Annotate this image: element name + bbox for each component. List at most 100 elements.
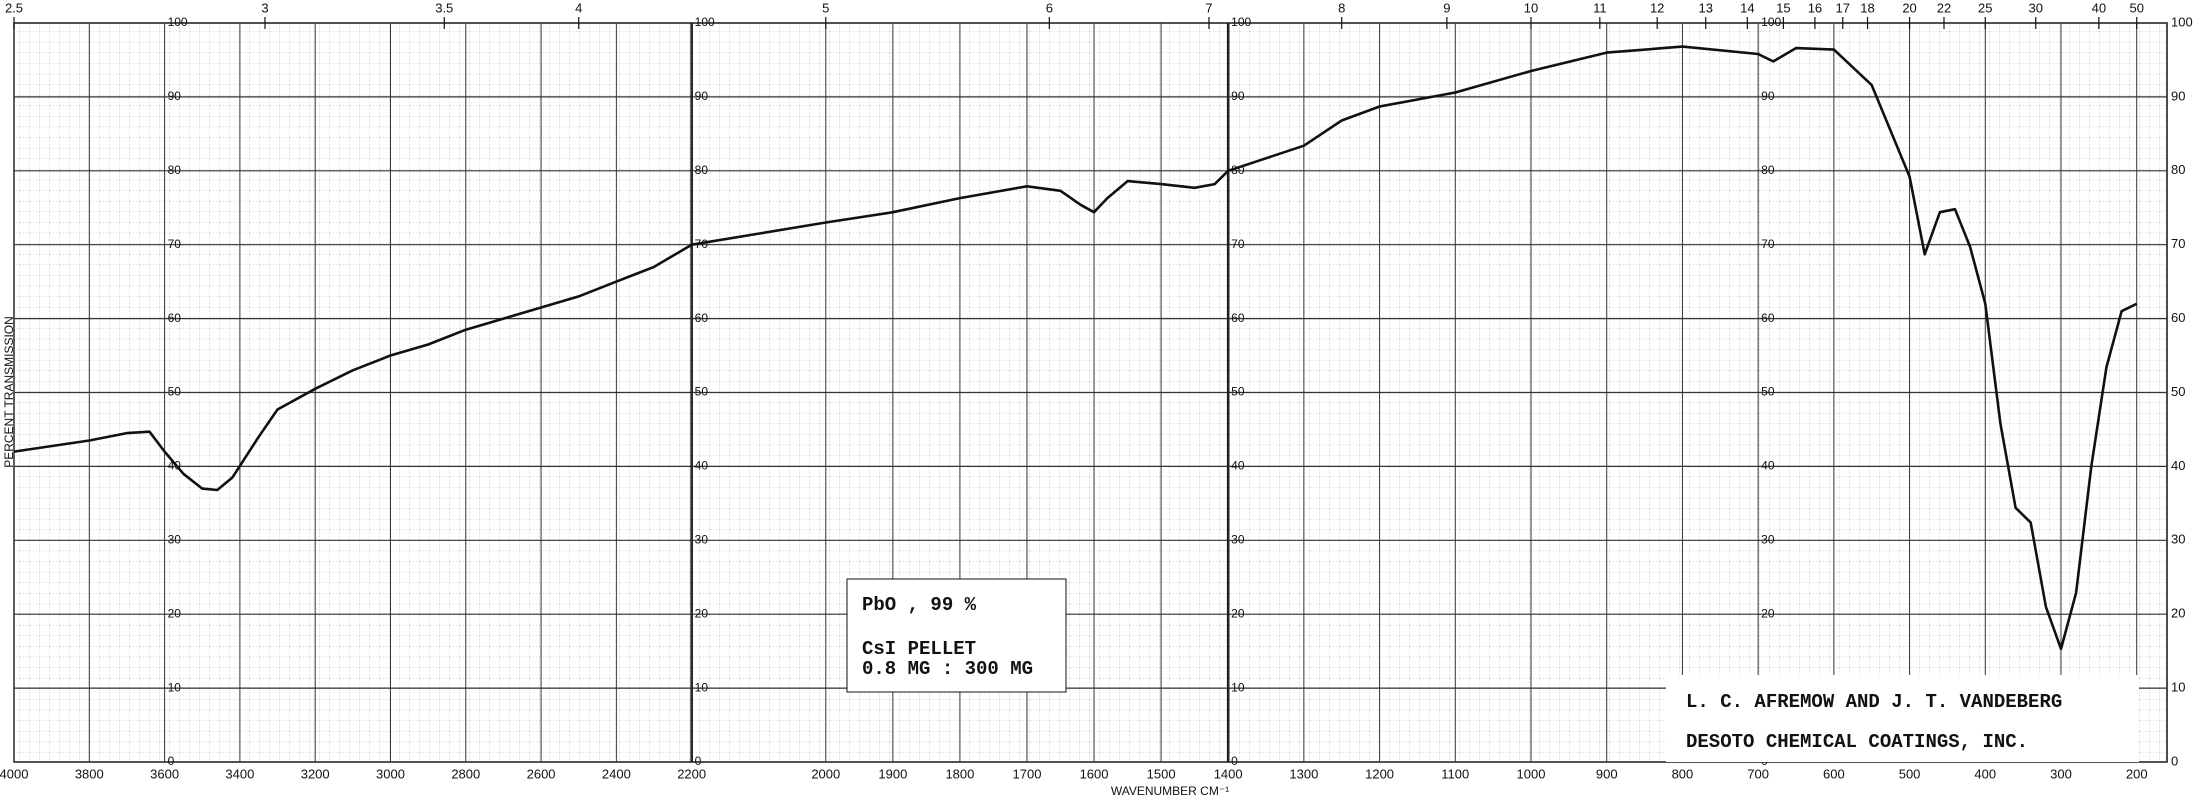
x2-tick-label: 9 — [1443, 0, 1450, 15]
y-tick-label: 90 — [695, 89, 709, 103]
x-tick-label: 1100 — [1441, 766, 1469, 781]
y-tick-label: 10 — [1231, 680, 1245, 694]
y-tick-label: 50 — [2171, 384, 2185, 399]
x-tick-label: 1300 — [1289, 766, 1318, 781]
x-tick-label: 1000 — [1517, 766, 1546, 781]
x2-tick-label: 22 — [1937, 0, 1951, 15]
x-tick-label: 3800 — [75, 766, 104, 781]
y-tick-label: 70 — [1761, 237, 1775, 251]
x2-tick-label: 14 — [1740, 0, 1754, 15]
spectrum-line — [13, 45, 2138, 651]
x-axis-label: WAVENUMBER CM⁻¹ — [1111, 784, 1229, 798]
credit-box-frame — [1666, 675, 2139, 762]
y-tick-label: 60 — [1761, 311, 1775, 325]
x2-tick-label: 16 — [1808, 0, 1822, 15]
x-tick-label: 600 — [1823, 766, 1845, 781]
y-tick-label: 0 — [1231, 754, 1238, 768]
x-tick-label: 1900 — [878, 766, 907, 781]
y-tick-label: 30 — [2171, 532, 2185, 547]
x2-tick-label: 50 — [2129, 0, 2143, 15]
y-tick-label: 50 — [168, 385, 182, 399]
x2-tick-label: 25 — [1978, 0, 1992, 15]
x2-tick-label: 15 — [1776, 0, 1790, 15]
y-tick-label: 70 — [1231, 237, 1245, 251]
x2-tick-label: 3.5 — [435, 0, 453, 15]
y-tick-label: 30 — [168, 532, 182, 546]
plot-area: 0000010101010102020202020303030303040404… — [0, 0, 2193, 781]
x2-tick-label: 12 — [1650, 0, 1664, 15]
y-tick-label: 0 — [695, 754, 702, 768]
x-tick-label: 400 — [1974, 766, 1996, 781]
y-tick-label: 30 — [1761, 532, 1775, 546]
sample-label: PbO , 99 % — [862, 594, 977, 616]
x-tick-label: 700 — [1747, 766, 1769, 781]
x-tick-label: 3000 — [376, 766, 405, 781]
y-tick-label: 90 — [168, 89, 182, 103]
x-tick-label: 300 — [2050, 766, 2072, 781]
y-tick-label: 70 — [168, 237, 182, 251]
x-tick-label: 3600 — [150, 766, 179, 781]
y-tick-label: 0 — [168, 754, 175, 768]
y-tick-label: 40 — [1761, 459, 1775, 473]
x2-tick-label: 3 — [261, 0, 268, 15]
x2-tick-label: 17 — [1836, 0, 1850, 15]
x2-tick-label: 30 — [2029, 0, 2043, 15]
x2-tick-label: 6 — [1046, 0, 1053, 15]
x2-tick-label: 13 — [1698, 0, 1712, 15]
x2-tick-label: 10 — [1524, 0, 1538, 15]
y-tick-label: 60 — [695, 311, 709, 325]
y-tick-label: 50 — [695, 385, 709, 399]
y-tick-label: 10 — [168, 680, 182, 694]
y-tick-label: 50 — [1761, 385, 1775, 399]
y-tick-label: 100 — [2171, 14, 2193, 29]
x-tick-label: 1400 — [1214, 766, 1243, 781]
x2-tick-label: 7 — [1205, 0, 1212, 15]
y-tick-label: 100 — [695, 15, 715, 29]
y-tick-label: 80 — [168, 163, 182, 177]
credit-box: L. C. AFREMOW AND J. T. VANDEBERG DESOTO… — [1666, 675, 2139, 762]
y-tick-label: 90 — [2171, 88, 2185, 103]
y-tick-label: 20 — [2171, 606, 2185, 621]
y-tick-label: 20 — [695, 606, 709, 620]
y-tick-label: 20 — [168, 606, 182, 620]
x-tick-label: 1600 — [1080, 766, 1109, 781]
y-tick-label: 60 — [2171, 310, 2185, 325]
x-tick-label: 1700 — [1013, 766, 1042, 781]
y-tick-label: 20 — [1761, 606, 1775, 620]
y-tick-label: 20 — [1231, 606, 1245, 620]
x-tick-label: 3400 — [225, 766, 254, 781]
x2-tick-label: 8 — [1338, 0, 1345, 15]
y-tick-label: 50 — [1231, 385, 1245, 399]
sample-box-frame — [846, 578, 1067, 693]
x-tick-label: 4000 — [0, 766, 28, 781]
y-tick-label: 40 — [2171, 458, 2185, 473]
x-tick-label: 2600 — [527, 766, 556, 781]
y-tick-label: 90 — [1761, 89, 1775, 103]
x-tick-label: 2800 — [451, 766, 480, 781]
x-tick-label: 2200 — [677, 766, 706, 781]
x-tick-label: 200 — [2126, 766, 2148, 781]
y-tick-label: 60 — [1231, 311, 1245, 325]
x-tick-label: 3200 — [301, 766, 330, 781]
x2-tick-label: 11 — [1593, 0, 1607, 15]
y-tick-label: 70 — [2171, 236, 2185, 251]
y-tick-label: 40 — [1231, 459, 1245, 473]
y-tick-label: 10 — [2171, 680, 2185, 695]
x2-tick-label: 18 — [1860, 0, 1874, 15]
x-tick-label: 900 — [1596, 766, 1618, 781]
x2-tick-label: 4 — [575, 0, 582, 15]
y-tick-label: 80 — [2171, 162, 2185, 177]
ratio-label: 0.8 MG : 300 MG — [862, 658, 1033, 680]
x2-tick-label: 40 — [2092, 0, 2106, 15]
x-tick-label: 500 — [1899, 766, 1921, 781]
y-tick-label: 80 — [1761, 163, 1775, 177]
y-tick-label: 0 — [2171, 753, 2178, 768]
sample-box: PbO , 99 % CsI PELLET 0.8 MG : 300 MG — [846, 578, 1067, 693]
y-tick-label: 40 — [695, 459, 709, 473]
x2-tick-label: 5 — [822, 0, 829, 15]
y-tick-label: 30 — [1231, 532, 1245, 546]
x-tick-label: 2400 — [602, 766, 631, 781]
y-tick-label: 10 — [695, 680, 709, 694]
y-tick-label: 60 — [168, 311, 182, 325]
